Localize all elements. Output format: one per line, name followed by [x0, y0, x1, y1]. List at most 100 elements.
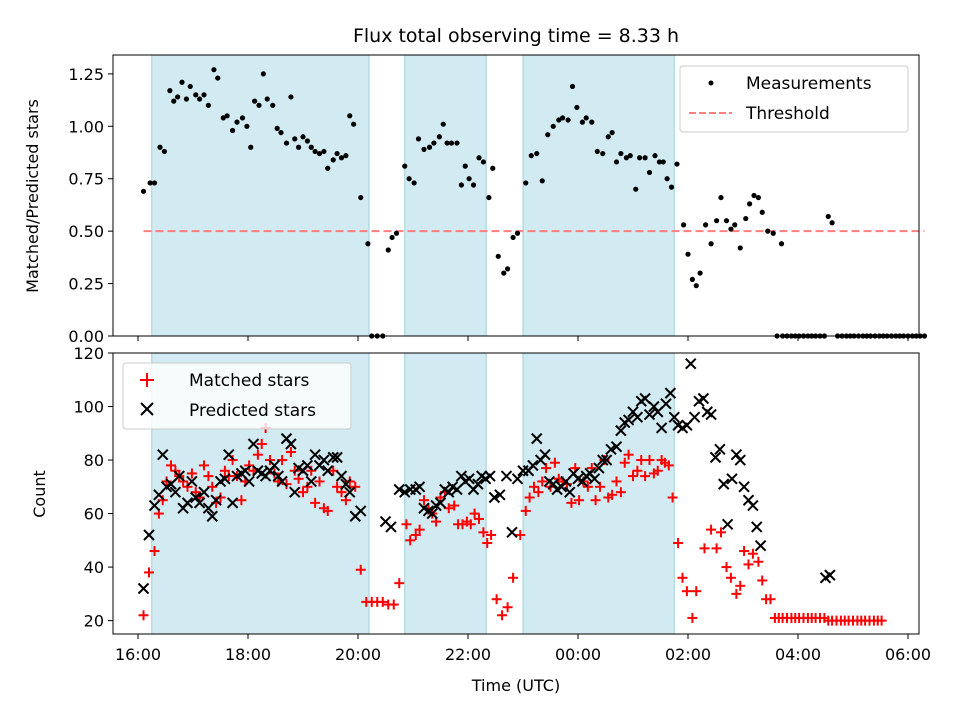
matched-star-point	[549, 457, 560, 468]
measurement-point	[681, 222, 687, 228]
matched-star-point	[350, 481, 361, 492]
measurement-point	[703, 222, 709, 228]
measurement-point	[201, 92, 207, 98]
predicted-star-point	[322, 465, 334, 477]
measurement-point	[583, 115, 589, 121]
bottom-legend-box	[122, 362, 352, 430]
measurement-point	[737, 245, 743, 251]
predicted-star-point	[685, 357, 697, 370]
measurement-point	[466, 176, 472, 182]
observing-window	[522, 352, 675, 635]
measurement-point	[167, 88, 173, 94]
predicted-star-point	[285, 438, 297, 450]
predicted-star-point	[443, 486, 455, 498]
measurement-point	[389, 234, 395, 241]
y-tick-label: 60	[84, 505, 104, 524]
matched-star-point	[739, 546, 750, 557]
x-tick-label: 22:00	[445, 645, 491, 664]
predicted-star-point	[697, 392, 710, 405]
matched-star-point	[178, 476, 189, 487]
measurement-point	[179, 79, 185, 85]
predicted-star-point	[600, 454, 613, 466]
predicted-star-point	[738, 481, 750, 493]
matched-star-point	[199, 460, 209, 471]
measurement-point	[633, 186, 639, 192]
matched-star-point	[161, 476, 172, 487]
predicted-star-point	[340, 478, 352, 490]
predicted-star-point	[494, 489, 506, 501]
measurement-point	[600, 150, 606, 157]
measurement-point	[539, 178, 545, 184]
measurement-point	[462, 163, 468, 169]
bottom-x-ticks: 16:00 18:00 20:00 22:00 00:00 02:00 04:00 06:00	[115, 634, 931, 664]
measurement-point	[723, 218, 730, 224]
measurement-point	[505, 266, 511, 272]
predicted-star-point	[169, 486, 182, 498]
matched-star-point	[236, 495, 247, 506]
matched-star-point	[328, 465, 339, 476]
matched-star-point	[478, 527, 489, 538]
predicted-star-point	[484, 470, 496, 482]
measurement-point	[151, 180, 158, 186]
measurement-point	[685, 251, 691, 257]
matched-star-point	[486, 529, 497, 540]
measurement-point	[183, 96, 189, 102]
measurement-point	[618, 150, 624, 157]
observing-window	[522, 54, 675, 337]
predicted-star-point	[289, 486, 301, 498]
measurement-point	[312, 148, 318, 155]
predicted-star-point	[193, 497, 206, 509]
measurement-point	[252, 98, 258, 104]
predicted-star-point	[305, 475, 317, 488]
matched-star-point	[482, 538, 493, 549]
predicted-star-point	[705, 408, 717, 421]
predicted-star-point	[668, 411, 680, 423]
matched-star-point	[410, 529, 421, 540]
measurement-point	[288, 94, 294, 100]
observing-window	[151, 54, 370, 337]
measurement-point	[205, 102, 211, 108]
predicted-star-point	[173, 470, 185, 482]
matched-star-point	[716, 527, 726, 538]
top-panel: 0.00 0.25 0.50 0.75 1.00 1.25 Flux total obse…	[23, 25, 928, 346]
matched-star-point	[469, 508, 480, 519]
matched-star-point	[533, 487, 544, 498]
predicted-star-point	[824, 569, 836, 581]
matched-star-point	[644, 455, 655, 466]
measurement-point	[637, 155, 643, 161]
measurement-point	[325, 165, 331, 171]
predicted-star-point	[734, 454, 746, 466]
predicted-star-point	[754, 539, 767, 552]
matched-star-point	[465, 519, 476, 530]
matched-star-point	[667, 492, 678, 503]
y-tick-label: 120	[73, 344, 104, 363]
measurement-point	[708, 241, 714, 247]
x-tick-label: 16:00	[115, 645, 161, 664]
matched-star-point	[166, 460, 176, 471]
predicted-star-point	[355, 505, 367, 517]
matched-star-point	[443, 503, 454, 514]
measurement-point	[534, 150, 540, 157]
measurement-point	[448, 140, 455, 146]
predicted-star-point	[385, 521, 397, 533]
matched-star-point	[743, 559, 754, 570]
predicted-star-point	[276, 475, 288, 488]
predicted-star-point	[198, 486, 210, 498]
measurement-point	[732, 222, 738, 228]
measurement-point	[476, 155, 482, 161]
matched-star-point	[322, 505, 333, 516]
matched-star-point	[405, 535, 416, 546]
y-tick-label: 0.75	[68, 170, 104, 189]
matched-star-point	[607, 489, 618, 500]
measurement-point	[334, 150, 340, 157]
predicted-star-point	[210, 494, 222, 506]
measurement-point	[274, 125, 280, 131]
measurement-point	[330, 157, 336, 163]
measurement-point	[660, 159, 666, 165]
predicted-star-point	[393, 483, 405, 496]
predicted-star-point	[660, 398, 672, 410]
y-tick-label: 0.25	[68, 275, 104, 294]
measurement-point	[161, 148, 167, 155]
matched-star-point	[677, 572, 688, 583]
matched-star-point	[508, 572, 519, 583]
